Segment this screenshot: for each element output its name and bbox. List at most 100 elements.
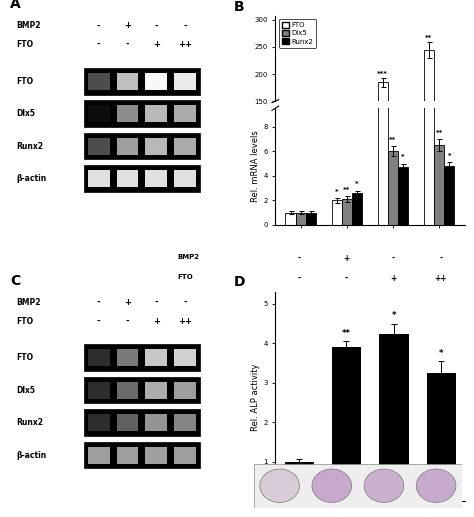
Bar (285, 462, 313, 501)
Text: *: * (401, 155, 405, 160)
Text: β-actin: β-actin (16, 174, 46, 183)
Text: -: - (126, 317, 129, 326)
Bar (174, 73, 196, 90)
Bar (117, 414, 138, 431)
Text: FTO: FTO (16, 77, 33, 86)
Bar (88, 447, 109, 464)
Text: FTO: FTO (177, 274, 193, 280)
Bar (84, 133, 200, 159)
Bar (117, 73, 138, 90)
Bar (88, 349, 109, 366)
Text: *: * (438, 349, 443, 358)
Text: ++: ++ (178, 40, 192, 49)
Text: *: * (335, 189, 338, 195)
Text: **: ** (343, 187, 350, 193)
Bar (306, 182, 316, 183)
Bar (174, 349, 196, 366)
Text: Dlx5: Dlx5 (16, 109, 35, 118)
Circle shape (416, 469, 456, 503)
Bar (117, 105, 138, 122)
Text: β-actin: β-actin (16, 451, 46, 460)
Bar (88, 105, 109, 122)
Bar (146, 382, 167, 399)
Bar (88, 73, 109, 90)
Text: -: - (155, 298, 158, 307)
Bar (174, 170, 196, 187)
Text: -: - (97, 317, 100, 326)
Bar (285, 182, 296, 183)
Bar (424, 50, 434, 183)
Bar (388, 179, 398, 183)
Bar (434, 179, 444, 183)
Text: -: - (183, 22, 187, 31)
Bar (84, 409, 200, 436)
Bar (84, 344, 200, 371)
Text: B: B (234, 0, 244, 14)
Text: BMP2: BMP2 (177, 254, 199, 260)
Text: +: + (153, 40, 160, 49)
Bar (88, 382, 109, 399)
Bar (174, 138, 196, 155)
Bar (398, 167, 408, 225)
Bar (117, 447, 138, 464)
Circle shape (364, 469, 404, 503)
Bar (306, 212, 316, 225)
Text: ***: *** (377, 71, 388, 77)
Bar (332, 181, 342, 183)
Bar (332, 201, 342, 225)
Text: **: ** (425, 35, 433, 41)
Bar (88, 170, 109, 187)
Bar (174, 382, 196, 399)
Bar (117, 382, 138, 399)
Text: -: - (155, 22, 158, 31)
Bar (117, 138, 138, 155)
Bar (117, 170, 138, 187)
Bar (146, 414, 167, 431)
Bar (84, 442, 200, 468)
Bar (424, 0, 434, 225)
Circle shape (312, 469, 352, 503)
Text: FTO: FTO (16, 317, 33, 326)
Text: +: + (124, 22, 131, 31)
Bar (84, 100, 200, 127)
Bar (444, 166, 455, 225)
Text: -: - (97, 22, 100, 31)
Y-axis label: Rel. ALP activity: Rel. ALP activity (251, 363, 260, 431)
Bar (296, 182, 306, 183)
Bar (434, 145, 444, 225)
Text: **: ** (436, 130, 443, 136)
Text: -: - (297, 274, 301, 283)
Bar (84, 165, 200, 192)
Text: ++: ++ (435, 274, 447, 283)
Legend: FTO, Dlx5, Runx2: FTO, Dlx5, Runx2 (279, 19, 316, 48)
Text: BMP2: BMP2 (16, 22, 41, 31)
Bar (174, 447, 196, 464)
Text: -: - (97, 40, 100, 49)
Bar (84, 377, 200, 403)
Bar (352, 181, 362, 183)
Bar (146, 73, 167, 90)
Bar (444, 180, 455, 183)
Bar (88, 414, 109, 431)
Bar (146, 138, 167, 155)
Bar (146, 349, 167, 366)
Bar (379, 333, 408, 501)
Bar (342, 181, 352, 183)
Text: Runx2: Runx2 (16, 418, 43, 427)
Circle shape (260, 469, 300, 503)
Bar (285, 212, 296, 225)
Text: -: - (97, 298, 100, 307)
Text: **: ** (342, 329, 351, 338)
Bar (88, 138, 109, 155)
Text: BMP2: BMP2 (16, 298, 41, 307)
Text: -: - (297, 254, 301, 263)
Text: +: + (343, 254, 349, 263)
Bar (388, 151, 398, 225)
Bar (174, 414, 196, 431)
Text: Dlx5: Dlx5 (16, 386, 35, 394)
Text: **: ** (389, 137, 397, 143)
Text: -: - (345, 274, 348, 283)
Text: Runx2: Runx2 (16, 142, 43, 150)
Text: +: + (124, 298, 131, 307)
Bar (296, 212, 306, 225)
